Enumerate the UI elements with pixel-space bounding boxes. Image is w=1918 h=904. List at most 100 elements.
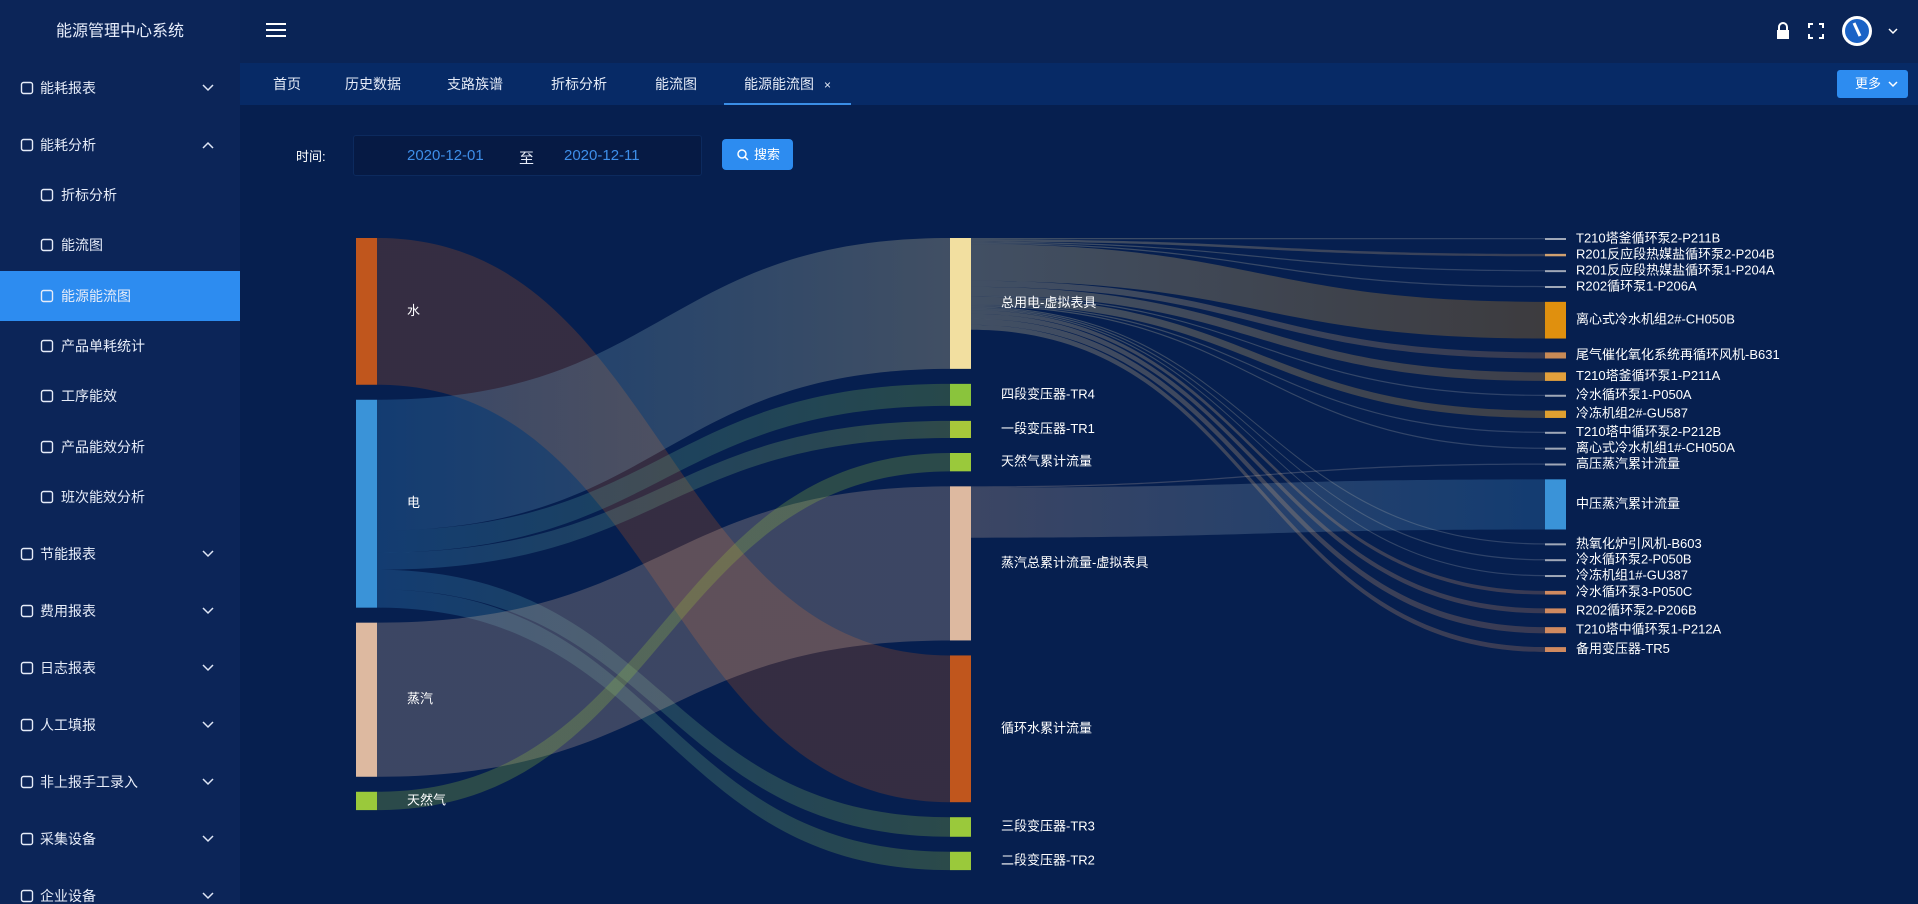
tab-label: 历史数据 [345,76,401,92]
menu-item[interactable]: 节能报表 [0,529,240,579]
fullscreen-icon[interactable] [1808,23,1824,39]
menu-label: 能耗分析 [40,137,96,153]
tab[interactable]: 能源能流图 × [724,63,852,105]
tab[interactable]: 首页 [273,63,301,105]
node-label: 水 [407,303,420,318]
sankey-node [950,817,971,837]
date-range-picker[interactable]: 2020-12-01 至 2020-12-11 [353,135,702,176]
end-date: 2020-12-11 [564,147,640,164]
node-label: R201反应段热媒盐循环泵1-P204A [1576,263,1775,278]
menu-icon [40,188,54,202]
menu-icon [40,289,54,302]
submenu-label: 能源能流图 [61,287,131,304]
submenu-item[interactable]: 工序能效 [0,371,240,421]
node-label: R201反应段热媒盐循环泵2-P204B [1576,247,1775,262]
sankey-node [1545,647,1566,652]
menu-item[interactable]: 企业设备 [0,871,240,904]
chevron [202,835,214,843]
submenu-label: 产品单耗统计 [61,337,145,354]
chevron-path [202,84,214,92]
node-label: 冷冻机组2#-GU587 [1576,406,1688,421]
tab[interactable]: 支路族谱 [447,63,503,105]
avatar[interactable] [1840,14,1874,48]
sankey-node [1545,627,1566,634]
sankey-link [971,313,1545,614]
icon-shape [40,289,54,302]
chevron-path [202,664,214,672]
menu-icon [40,239,54,252]
chevron [202,892,214,900]
node-label: 一段变压器-TR1 [1001,421,1095,436]
sankey-node [1545,431,1566,434]
node-label: 冷冻机组1#-GU387 [1576,567,1688,582]
sankey-link [971,479,1545,538]
node-label: 冷水循环泵3-P050C [1576,584,1692,599]
sankey-node [1545,447,1566,450]
sankey-link [971,280,1545,359]
submenu-item[interactable]: 班次能效分析 [0,472,240,522]
menu-label: 人工填报 [40,717,96,734]
search-button[interactable]: 搜索 [722,139,793,170]
more-button[interactable]: 更多 [1837,70,1908,98]
search-icon [737,149,749,161]
menu-toggle[interactable] [266,22,286,38]
node-label: 天然气累计流量 [1001,454,1092,469]
submenu-item[interactable]: 能流图 [0,220,240,270]
node-label: 总用电-虚拟表具 [1001,295,1096,310]
tab[interactable]: 历史数据 [345,63,401,105]
sankey-node [1545,608,1566,614]
node-label: 离心式冷水机组1#-CH050A [1576,440,1735,455]
sankey-link [377,238,950,803]
node-label: 冷水循环泵2-P050B [1576,552,1692,567]
menu-item[interactable]: 采集设备 [0,814,240,864]
node-label: 四段变压器-TR4 [1001,386,1095,401]
avatar-dropdown[interactable] [1888,28,1898,35]
chevron-path [202,550,214,558]
submenu-item[interactable]: 能源能流图 [0,270,240,321]
menu-item[interactable]: 日志报表 [0,643,240,693]
node-label: T210塔釜循环泵2-P211B [1576,230,1720,245]
sankey-node [1545,270,1566,273]
submenu-label: 班次能效分析 [61,488,145,505]
app-title: 能源管理中心系统 [55,23,184,40]
icon-shape [20,547,34,561]
sankey-link [377,589,950,871]
node-label: 天然气 [407,792,446,807]
chevron [1888,81,1898,88]
tab[interactable]: 能流图 [655,63,697,105]
tab[interactable]: 折标分析 [551,63,607,105]
submenu-label: 产品能效分析 [61,438,145,455]
sankey-link [971,307,1545,561]
sankey-node [356,791,377,811]
node-label: R202循环泵1-P206A [1576,278,1697,293]
node-label: 离心式冷水机组2#-CH050B [1576,312,1735,327]
sankey-link [971,242,1545,288]
icon-shape [20,661,34,675]
submenu-item[interactable]: 折标分析 [0,170,240,220]
menu-item[interactable]: 能耗分析 [0,120,240,170]
menu-item[interactable]: 费用报表 [0,586,240,636]
chevron [202,721,214,729]
menu-item[interactable]: 非上报手工录入 [0,757,240,807]
sankey-node [1545,543,1566,546]
tab-label: 首页 [273,76,301,92]
chevron-path [202,607,214,615]
sankey-node [1545,590,1566,595]
node-label: T210塔中循环泵2-P212B [1576,424,1721,439]
sankey-link [971,305,1545,449]
menu-icon [20,547,34,561]
submenu-item[interactable]: 产品单耗统计 [0,321,240,371]
menu-icon [20,889,34,903]
icon-shape [40,339,54,353]
menu-item[interactable]: 能耗报表 [0,63,240,113]
sankey-link [971,239,1545,257]
menu-label: 非上报手工录入 [40,774,138,791]
submenu-label: 能流图 [61,237,103,254]
lock-icon[interactable] [1775,22,1791,40]
sankey-node [950,655,971,803]
menu-item[interactable]: 人工填报 [0,700,240,750]
submenu-item[interactable]: 产品能效分析 [0,422,240,472]
menu-icon [20,775,34,789]
tab-label: 能源能流图 [744,76,814,92]
